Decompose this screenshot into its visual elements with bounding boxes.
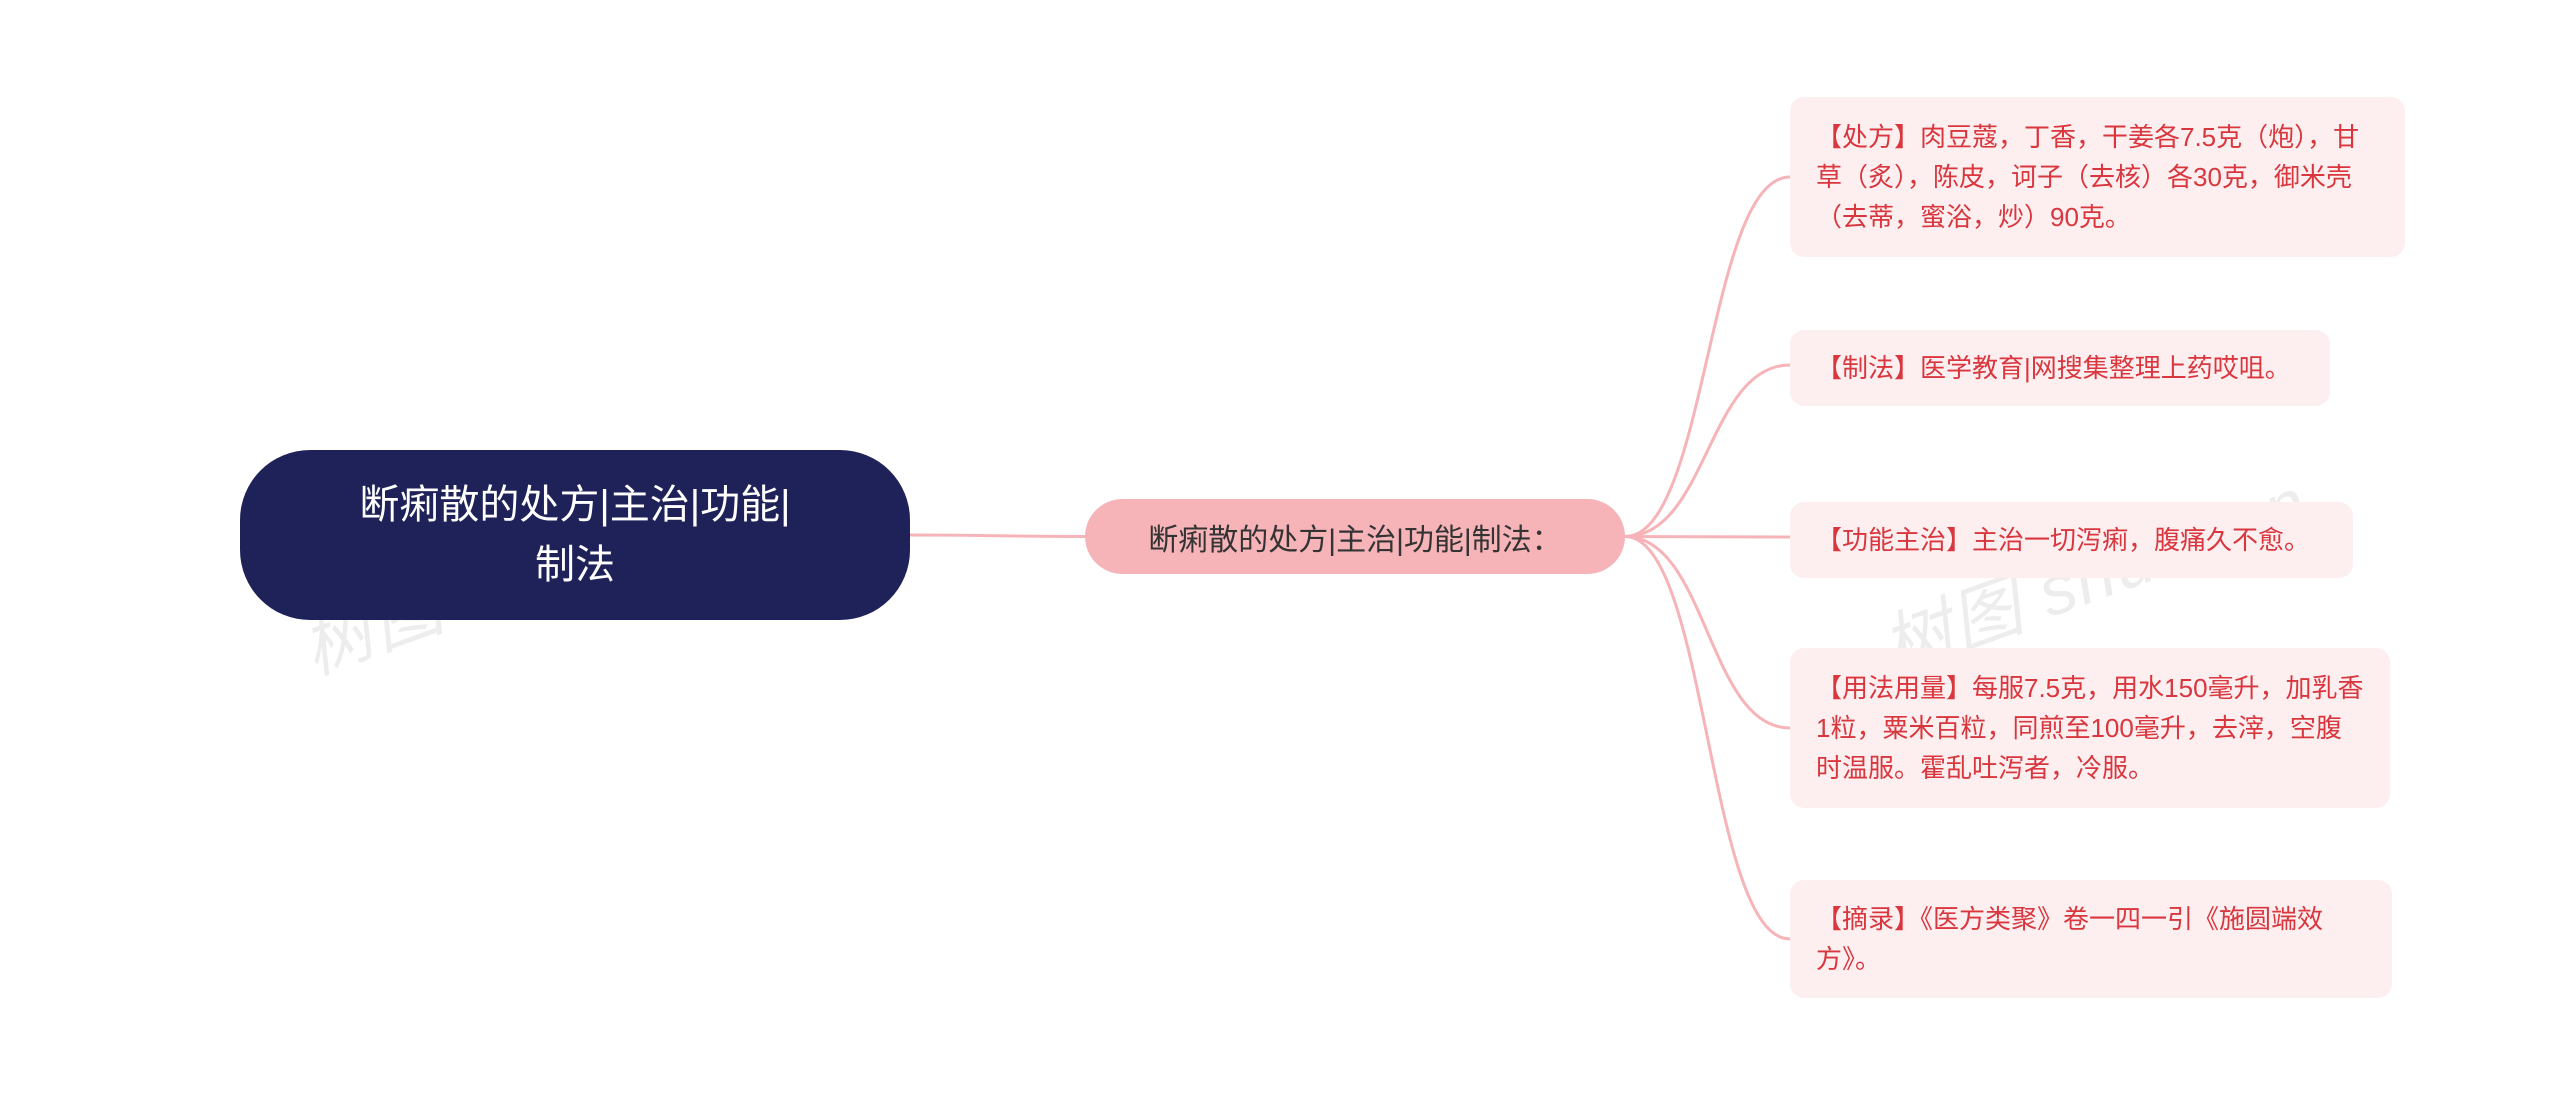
leaf-text-2: 【功能主治】主治一切泻痢，腹痛久不愈。	[1816, 520, 2310, 560]
root-text-line2: 制法	[535, 543, 615, 587]
leaf-text-0: 【处方】肉豆蔻，丁香，干姜各7.5克（炮），甘草（炙），陈皮，诃子（去核）各30…	[1816, 117, 2379, 238]
leaf-text-3: 【用法用量】每服7.5克，用水150毫升，加乳香1粒，粟米百粒，同煎至100毫升…	[1816, 668, 2364, 789]
leaf-node-2: 【功能主治】主治一切泻痢，腹痛久不愈。	[1790, 502, 2353, 578]
leaf-node-3: 【用法用量】每服7.5克，用水150毫升，加乳香1粒，粟米百粒，同煎至100毫升…	[1790, 648, 2390, 808]
leaf-text-1: 【制法】医学教育|网搜集整理上药哎咀。	[1816, 348, 2291, 388]
leaf-node-0: 【处方】肉豆蔻，丁香，干姜各7.5克（炮），甘草（炙），陈皮，诃子（去核）各30…	[1790, 97, 2405, 257]
root-node: 断痢散的处方|主治|功能| 制法	[240, 450, 910, 620]
leaf-text-4: 【摘录】《医方类聚》卷一四一引《施圆端效方》。	[1816, 899, 2366, 980]
mindmap-canvas: 树图 shutu.cn 树图 shutu.cn 断痢散的处方|主治|功能| 制法…	[0, 0, 2560, 1115]
leaf-node-4: 【摘录】《医方类聚》卷一四一引《施圆端效方》。	[1790, 880, 2392, 998]
mid-text: 断痢散的处方|主治|功能|制法：	[1148, 515, 1561, 559]
root-text-line1: 断痢散的处方|主治|功能|	[359, 483, 790, 527]
leaf-node-1: 【制法】医学教育|网搜集整理上药哎咀。	[1790, 330, 2330, 406]
mid-node: 断痢散的处方|主治|功能|制法：	[1085, 499, 1625, 574]
